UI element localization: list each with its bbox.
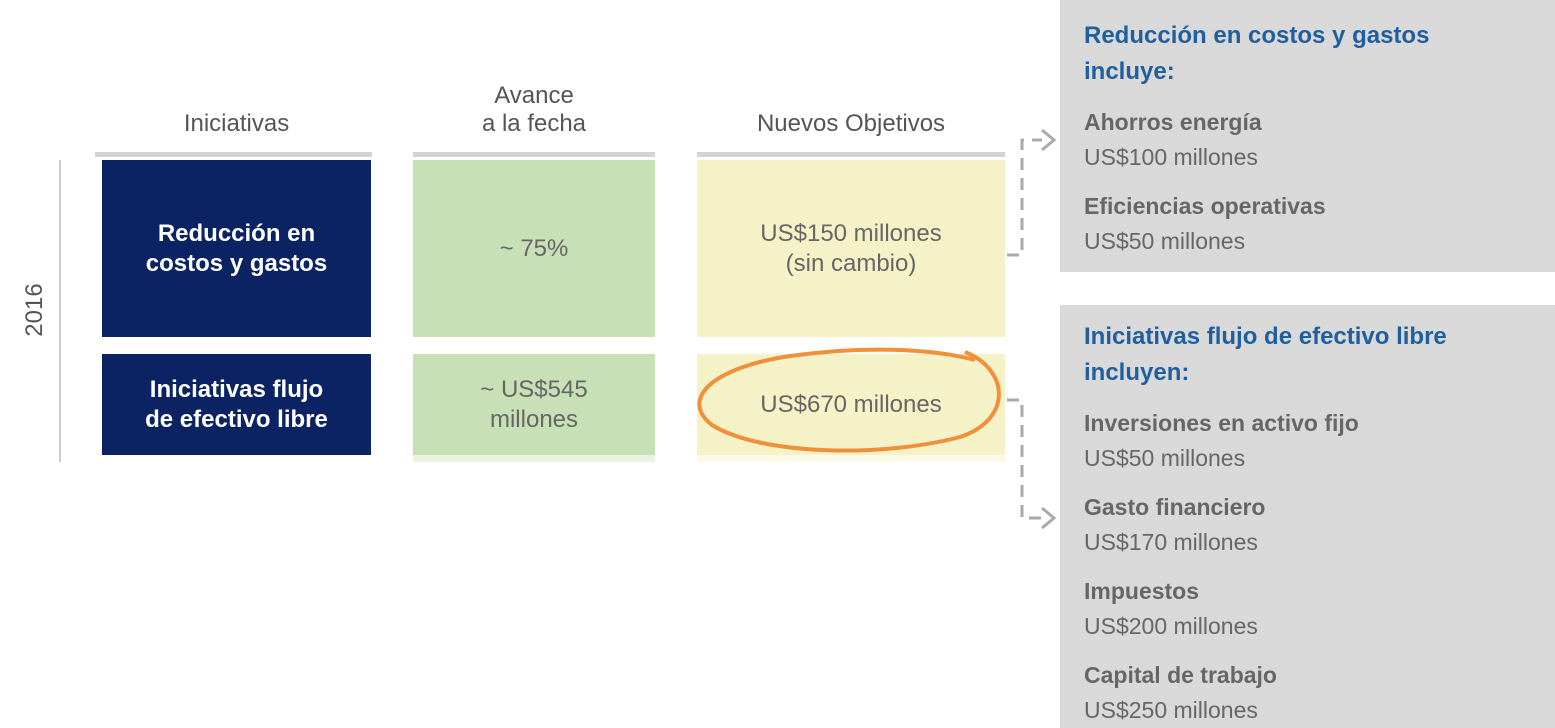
target-line: US$670 millones bbox=[760, 390, 942, 418]
item-name: Ahorros energía bbox=[1084, 109, 1262, 135]
header-line: Nuevos Objetivos bbox=[756, 110, 946, 137]
column-header: Avance a la fecha bbox=[413, 60, 655, 138]
header-rule bbox=[95, 152, 372, 157]
initiative-line: costos y gastos bbox=[145, 249, 328, 277]
initiative-cell: Reducción en costos y gastos bbox=[102, 160, 371, 337]
progress-line: millones bbox=[489, 405, 579, 433]
progress-cell: ~ 75% bbox=[413, 160, 655, 337]
initiative-cell: Iniciativas flujo de efectivo libre bbox=[102, 354, 371, 455]
item-amount: US$50 millones bbox=[1084, 228, 1246, 254]
panel-item: Impuestos US$200 millones bbox=[1084, 573, 1555, 643]
column-header: Iniciativas bbox=[102, 60, 371, 138]
target-cell: US$150 millones (sin cambio) bbox=[697, 160, 1005, 337]
progress-line: ~ 75% bbox=[499, 234, 569, 262]
header-rule bbox=[697, 152, 1005, 157]
panel-title-line: incluyen: bbox=[1084, 359, 1190, 386]
column-header: Nuevos Objetivos bbox=[697, 60, 1005, 138]
info-panel: Iniciativas flujo de efectivo libre inclu… bbox=[1060, 305, 1555, 728]
item-amount: US$170 millones bbox=[1084, 529, 1258, 555]
panel-title: Reducción en costos y gastos incluye: bbox=[1084, 18, 1555, 90]
target-cell: US$670 millones bbox=[697, 354, 1005, 455]
target-line: US$150 millones bbox=[760, 219, 942, 247]
panel-title-line: Reducción en costos y gastos bbox=[1084, 22, 1430, 49]
panel-item: Inversiones en activo fijo US$50 millones bbox=[1084, 405, 1555, 475]
connector bbox=[1007, 138, 1042, 520]
panel-title-line: incluye: bbox=[1084, 58, 1175, 85]
panel-item: Eficiencias operativas US$50 millones bbox=[1084, 188, 1555, 258]
item-name: Capital de trabajo bbox=[1084, 662, 1277, 688]
cell-tail bbox=[413, 455, 655, 462]
item-amount: US$50 millones bbox=[1084, 445, 1246, 471]
panel-item: Ahorros energía US$100 millones bbox=[1084, 104, 1555, 174]
progress-cell: ~ US$545 millones bbox=[413, 354, 655, 455]
item-name: Eficiencias operativas bbox=[1084, 193, 1326, 219]
cell-tail bbox=[697, 455, 1005, 462]
panel-title: Iniciativas flujo de efectivo libre inclu… bbox=[1084, 319, 1555, 391]
initiative-line: Iniciativas flujo bbox=[149, 375, 324, 403]
progress-line: ~ US$545 bbox=[480, 375, 588, 403]
initiative-line: de efectivo libre bbox=[145, 405, 328, 433]
item-amount: US$250 millones bbox=[1084, 697, 1258, 723]
initiative-line: Reducción en bbox=[157, 219, 316, 247]
item-name: Inversiones en activo fijo bbox=[1084, 410, 1359, 436]
target-line: (sin cambio) bbox=[785, 249, 917, 277]
panel-title-line: Iniciativas flujo de efectivo libre bbox=[1084, 323, 1447, 350]
item-amount: US$200 millones bbox=[1084, 613, 1258, 639]
header-rule bbox=[413, 152, 655, 157]
item-amount: US$100 millones bbox=[1084, 144, 1258, 170]
header-line: a la fecha bbox=[481, 110, 587, 137]
header-line: Iniciativas bbox=[183, 110, 290, 137]
item-name: Gasto financiero bbox=[1084, 494, 1266, 520]
panel-item: Gasto financiero US$170 millones bbox=[1084, 489, 1555, 559]
item-name: Impuestos bbox=[1084, 578, 1200, 604]
header-line: Avance bbox=[494, 82, 574, 109]
arrow-head bbox=[1041, 128, 1057, 530]
panel-item: Capital de trabajo US$250 millones bbox=[1084, 657, 1555, 727]
info-panel: Reducción en costos y gastos incluye: Ahor… bbox=[1060, 0, 1555, 272]
year-label: 2016 bbox=[21, 283, 48, 337]
